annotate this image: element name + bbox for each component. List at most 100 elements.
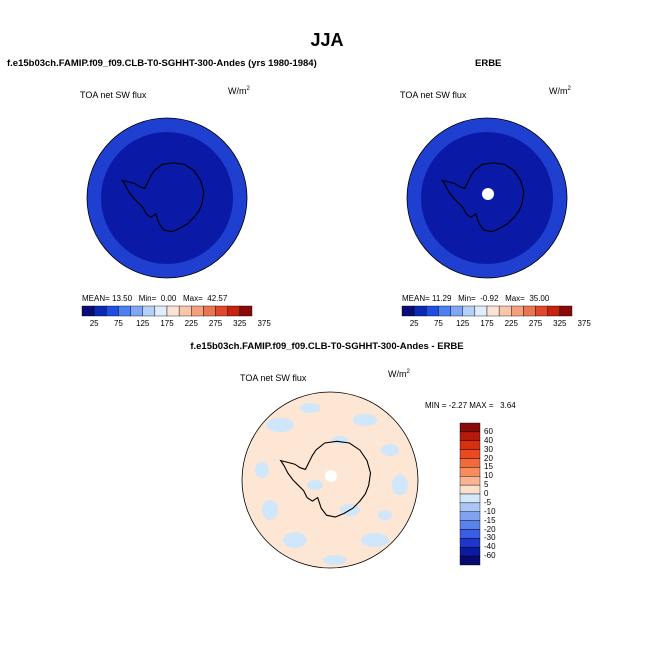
colorbar-tick-label: 225 <box>184 319 198 328</box>
colorbar-tick-label: -60 <box>484 551 496 561</box>
colorbar-tick-label: 325 <box>233 319 247 328</box>
negative-anomaly-patch <box>307 480 323 490</box>
main-title: JJA <box>310 30 344 50</box>
colorbar-cell <box>203 305 216 317</box>
negative-anomaly-patch <box>392 475 408 495</box>
colorbar-cell <box>413 305 427 317</box>
colorbar-cell <box>523 305 536 317</box>
colorbar-tick-label: 0 <box>484 489 489 498</box>
colorbar-cell <box>81 305 95 317</box>
negative-anomaly-patch <box>300 403 320 413</box>
colorbar-cell <box>166 305 180 317</box>
diff-colorbar <box>459 422 481 566</box>
colorbar-cell <box>459 467 481 477</box>
colorbar-cell <box>459 520 481 530</box>
antarctica-outline <box>440 162 525 233</box>
diff-subtitle: f.e15b03ch.FAMIP.f09_f09.CLB-T0-SGHHT-30… <box>190 341 464 352</box>
colorbar-tick-label: 75 <box>113 319 123 328</box>
colorbar-cell <box>178 305 192 317</box>
diff-max-value: 3.64 <box>500 401 516 410</box>
pole-hole <box>482 188 494 200</box>
colorbar-cell <box>459 476 481 486</box>
colorbar-cell <box>154 305 168 317</box>
diff-field-label: TOA net SW flux <box>240 373 307 383</box>
colorbar-cell <box>459 449 481 459</box>
min-value: -0.92 <box>480 294 499 303</box>
panel-model-colorbar-ticks: 25 75 125 175 225 275 325 375 <box>82 319 271 331</box>
colorbar-cell <box>559 305 573 317</box>
diff-min-value: -2.27 <box>448 401 468 410</box>
colorbar-cell <box>191 305 204 317</box>
panel-obs-unit: W/m2 <box>549 86 571 96</box>
colorbar-tick-label: -15 <box>484 515 496 525</box>
negative-anomaly-patch <box>323 555 347 565</box>
colorbar-tick-label: 375 <box>257 319 271 328</box>
colorbar-cell <box>227 305 241 317</box>
max-value: 35.00 <box>529 294 550 303</box>
panel-model-unit: W/m2 <box>228 86 250 96</box>
colorbar-cell <box>459 440 481 450</box>
ocean-inner-field <box>101 132 233 264</box>
panel-model-field-label: TOA net SW flux <box>80 90 147 100</box>
antarctica-outline <box>279 440 372 518</box>
colorbar-tick-label: 15 <box>484 462 493 472</box>
colorbar-cell <box>474 305 488 317</box>
colorbar-tick-label: -5 <box>484 497 492 507</box>
colorbar-cell <box>130 305 143 317</box>
colorbar-cell <box>93 305 107 317</box>
colorbar-tick-label: 125 <box>456 319 470 328</box>
colorbar-cell <box>118 305 131 317</box>
panel-model-colorbar <box>81 305 253 317</box>
colorbar-cell <box>459 422 481 433</box>
colorbar-cell <box>459 529 481 539</box>
colorbar-tick-label: 10 <box>484 471 493 481</box>
colorbar-cell <box>142 305 156 317</box>
colorbar-tick-label: 20 <box>484 453 493 463</box>
negative-anomaly-patch <box>361 533 389 547</box>
negative-anomaly-patch <box>262 500 278 520</box>
colorbar-cell <box>401 305 415 317</box>
mean-value: 11.29 <box>432 294 452 303</box>
colorbar-tick-label: 175 <box>480 319 494 328</box>
colorbar-tick-label: 275 <box>528 319 543 328</box>
negative-anomaly-patch <box>353 414 377 426</box>
panel-model-subtitle: f.e15b03ch.FAMIP.f09_f09.CLB-T0-SGHHT-30… <box>7 58 317 69</box>
colorbar-cell <box>450 305 463 317</box>
negative-anomaly-patch <box>255 462 269 478</box>
panel-obs-colorbar-ticks: 25 75 125 175 225 275 325 375 <box>402 319 591 331</box>
negative-anomaly-patch <box>283 532 307 548</box>
max-value: 42.57 <box>207 294 228 303</box>
colorbar-cell <box>459 555 481 566</box>
colorbar-cell <box>462 305 476 317</box>
colorbar-cell <box>106 305 119 317</box>
colorbar-tick-label: 25 <box>89 319 99 328</box>
panel-obs-field-label: TOA net SW flux <box>400 90 467 100</box>
colorbar-cell <box>459 547 481 557</box>
colorbar-tick-label: -20 <box>484 524 496 534</box>
colorbar-cell <box>426 305 439 317</box>
pole-hole <box>325 470 337 482</box>
panel-obs-map <box>406 117 568 279</box>
min-value: 0.00 <box>160 294 177 303</box>
colorbar-cell <box>459 511 481 521</box>
diff-colorbar-ticks: 60 40 30 20 15 10 5 0 -5 -10 -15 -20 -30 -40 -60 <box>484 423 514 565</box>
colorbar-tick-label: 60 <box>484 426 493 436</box>
colorbar-tick-label: -10 <box>484 506 496 516</box>
colorbar-tick-label: 225 <box>504 319 518 328</box>
colorbar-tick-label: 275 <box>208 319 223 328</box>
colorbar-cell <box>438 305 451 317</box>
colorbar-tick-label: 40 <box>484 435 493 445</box>
colorbar-tick-label: 30 <box>484 444 493 454</box>
diff-map <box>241 391 419 569</box>
antarctica-outline <box>120 162 205 233</box>
colorbar-cell <box>239 305 253 317</box>
panel-model-stats: MEAN= 13.50 Min= 0.00 Max= 42.57 <box>82 294 228 303</box>
panel-obs-colorbar <box>401 305 573 317</box>
colorbar-tick-label: 175 <box>160 319 174 328</box>
colorbar-cell <box>511 305 524 317</box>
colorbar-tick-label: 25 <box>409 319 419 328</box>
colorbar-cell <box>459 458 481 468</box>
colorbar-cell <box>459 538 481 548</box>
negative-anomaly-patch <box>266 418 294 432</box>
colorbar-cell <box>459 431 481 441</box>
